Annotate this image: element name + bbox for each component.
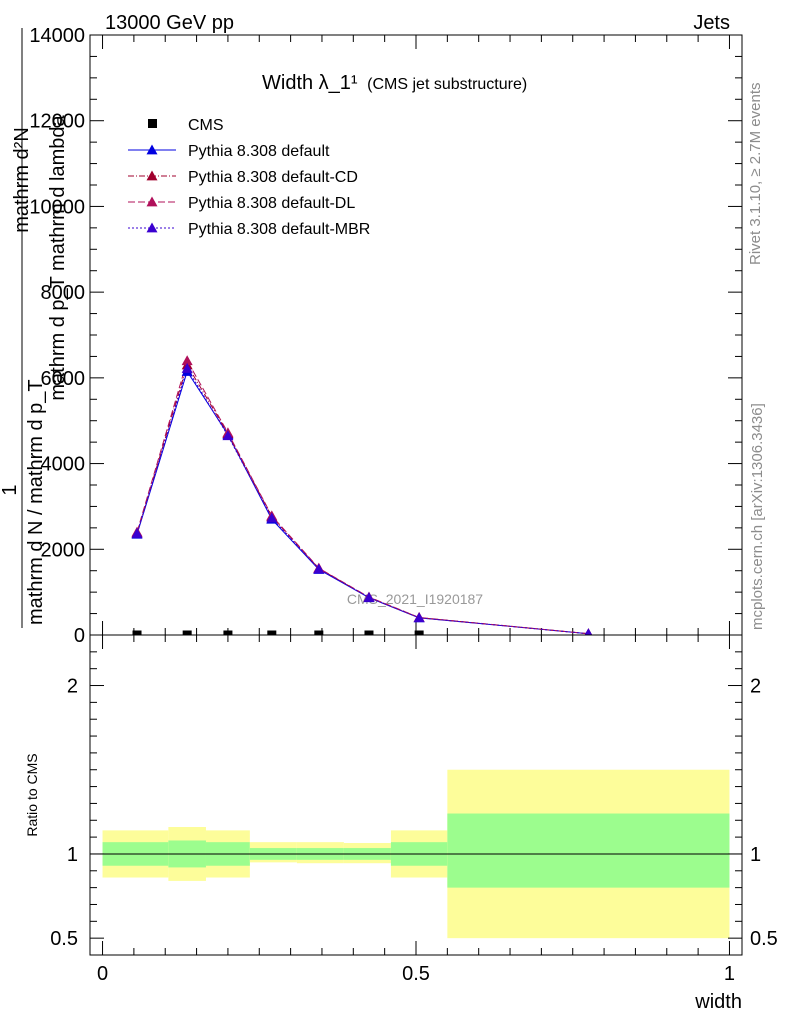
main-y-axis-label: 1 mathrm d N / mathrm d p_T mathrm d²N m…	[0, 28, 69, 628]
ratio-y-tick-label: 0.5	[50, 928, 78, 950]
mcplots-label: mcplots.cern.ch [arXiv:1306.3436]	[749, 403, 766, 630]
ratio-y-tick-label-right: 1	[750, 844, 761, 866]
y-label-denom: mathrm d N / mathrm d p_T	[25, 379, 47, 625]
legend-label: Pythia 8.308 default-MBR	[188, 221, 370, 238]
legend-label-cms: CMS	[188, 117, 224, 134]
y-tick-label: 2000	[41, 539, 86, 561]
x-tick-label: 0	[97, 963, 108, 985]
main-series-group	[131, 355, 594, 639]
chart-title-note: (CMS jet substructure)	[367, 76, 527, 93]
series-line	[136, 359, 589, 635]
legend-marker	[146, 144, 158, 155]
header-right: Jets	[693, 12, 730, 34]
legend-marker-cms	[148, 119, 157, 128]
ratio-y-tick-label: 2	[67, 676, 78, 698]
ratio-band-inner	[447, 813, 730, 888]
y-tick-label: 12000	[29, 111, 85, 133]
ratio-y-label: Ratio to CMS	[24, 753, 40, 836]
x-tick-label: 0.5	[402, 963, 430, 985]
series-point	[181, 362, 193, 373]
chart-title-main: Width λ_1¹	[262, 72, 358, 94]
header-left: 13000 GeV pp	[105, 12, 234, 34]
y-label-numer: 1	[0, 484, 21, 495]
legend-marker	[146, 170, 158, 181]
legend-marker	[146, 196, 158, 207]
x-tick-label: 1	[724, 963, 735, 985]
ratio-y-ticks: 0.5 0.5 1 1 2 2	[50, 651, 778, 950]
series-point	[131, 527, 143, 538]
ratio-panel: 0.5 0.51 12 2 0 0.5 1 Ratio to CMS width	[24, 634, 778, 1013]
ratio-y-tick-label-right: 2	[750, 676, 761, 698]
series-point	[363, 592, 375, 602]
main-y-ticks: 0 2000 4000 6000 8000 10000 12000 14000	[29, 25, 742, 647]
legend: CMS Pythia 8.308 default Pythia 8.308 defa…	[128, 117, 370, 238]
x-axis-label: width	[694, 991, 742, 1013]
legend-label: Pythia 8.308 default-CD	[188, 169, 358, 186]
y-tick-label: 4000	[41, 454, 86, 476]
series-point	[181, 355, 193, 366]
y-tick-label: 0	[74, 625, 85, 647]
rivet-label: Rivet 3.1.10, ≥ 2.7M events	[747, 83, 764, 266]
y-tick-label: 10000	[29, 196, 85, 218]
series-point	[222, 430, 234, 441]
legend-label: Pythia 8.308 default-DL	[188, 195, 355, 212]
legend-marker	[146, 222, 158, 233]
main-frame	[89, 34, 743, 636]
series-point	[266, 512, 278, 523]
y-tick-label: 8000	[41, 282, 86, 304]
legend-label: Pythia 8.308 default	[188, 143, 330, 160]
chart-title: Width λ_1¹ (CMS jet substructure)	[262, 72, 527, 94]
y-tick-label: 6000	[41, 368, 86, 390]
y-label-right-denom: mathrm d p_T mathrm d lambda	[47, 114, 69, 400]
series-point	[413, 612, 425, 623]
series-line	[136, 367, 589, 635]
ratio-y-tick-label-right: 0.5	[750, 928, 778, 950]
ratio-x-ticks: 0 0.5 1	[97, 635, 735, 985]
ratio-y-tick-label: 1	[67, 844, 78, 866]
series-point	[313, 563, 325, 574]
y-tick-label: 14000	[29, 25, 85, 47]
y-label-right-numer: mathrm d²N	[11, 127, 33, 233]
